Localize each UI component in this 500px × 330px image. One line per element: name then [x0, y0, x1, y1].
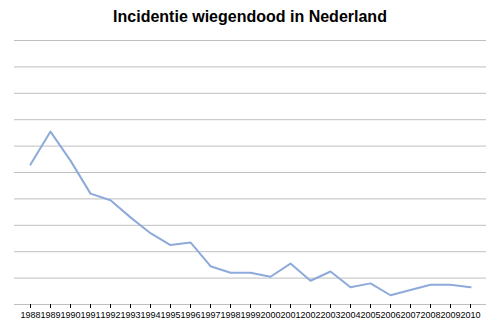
html-text:Incidentie wiegendood in Neder: Incidentie wiegendood in Nederland — [113, 8, 387, 25]
svg-text:2004: 2004 — [340, 310, 360, 320]
svg-text:2007: 2007 — [400, 310, 420, 320]
svg-text:2010: 2010 — [460, 310, 480, 320]
svg-text:1988: 1988 — [20, 310, 40, 320]
svg-text:1999: 1999 — [240, 310, 260, 320]
svg-text:2008: 2008 — [420, 310, 440, 320]
svg-text:1990: 1990 — [60, 310, 80, 320]
svg-text:1998: 1998 — [220, 310, 240, 320]
svg-text:1997: 1997 — [200, 310, 220, 320]
svg-text:1995: 1995 — [160, 310, 180, 320]
svg-text:1991: 1991 — [80, 310, 100, 320]
svg-text:1989: 1989 — [40, 310, 60, 320]
svg-text:1994: 1994 — [140, 310, 160, 320]
svg-text:1992: 1992 — [100, 310, 120, 320]
svg-text:1996: 1996 — [180, 310, 200, 320]
svg-text:2000: 2000 — [260, 310, 280, 320]
svg-text:2002: 2002 — [300, 310, 320, 320]
svg-text:2006: 2006 — [380, 310, 400, 320]
svg-text:2005: 2005 — [360, 310, 380, 320]
svg-text:1993: 1993 — [120, 310, 140, 320]
svg-text:2009: 2009 — [440, 310, 460, 320]
svg-text:2001: 2001 — [280, 310, 300, 320]
svg-text:2003: 2003 — [320, 310, 340, 320]
